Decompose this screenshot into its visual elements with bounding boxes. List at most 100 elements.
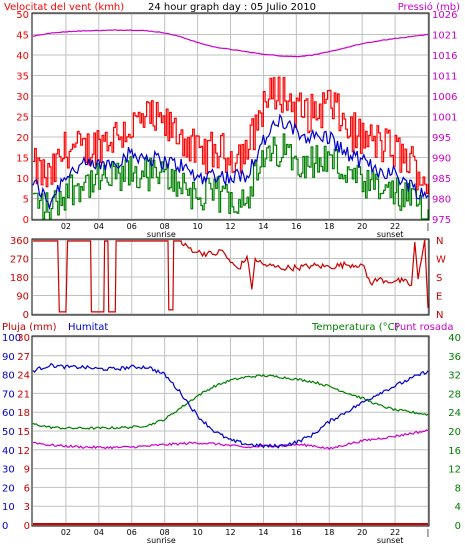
wind-y-tick-label: 25 [16,113,29,124]
temperature-y-tick-label: 40 [448,333,461,344]
climate-x-tick-label: 18 [324,528,334,537]
wind-y-tick-label: 5 [23,195,29,206]
wind-y-tick-label: 45 [16,31,29,42]
humidity-line [32,362,429,449]
pressure-y-tick-label: 985 [432,174,451,185]
wind-sun-annotation: sunrise [147,230,176,239]
dewpoint-line [32,429,429,451]
climate-sun-annotation: sunrise [147,536,176,545]
wind-y-tick-label: 0 [23,215,29,226]
rain-humidity-temperature-panel: Pluja (mm) Humitat Temperatura (°C)Punt ro… [2,322,461,545]
humidity-y-tick-label: 70 [2,389,15,400]
wind-x-tick-label: 22 [390,222,400,231]
humidity-y-tick-label: 80 [2,371,15,382]
direction-compass-label: N [436,310,443,321]
pressure-axis-title: Pressió (mb) [398,1,460,13]
humidity-y-tick-label: 50 [2,427,15,438]
rain-y-tick-label: 18 [17,408,30,419]
pressure-y-tick-label: 1016 [432,51,457,62]
wind-x-tick-label: 20 [357,222,367,231]
wind-y-tick-label: 50 [16,10,29,21]
wind-direction-line [33,239,429,313]
wind-y-tick-label: 35 [16,72,29,83]
climate-x-tick-label: 02 [61,528,71,537]
pressure-y-tick-label: 1011 [432,72,457,83]
climate-x-tick-label: 04 [94,528,104,537]
wind-x-tick-label: 06 [127,222,137,231]
rain-y-tick-label: 27 [17,352,30,363]
wind-y-tick-label: 40 [16,51,29,62]
humidity-y-tick-label: 0 [2,521,8,532]
dewpoint-axis-title: Punt rosada [394,322,453,333]
rain-y-tick-label: 24 [17,371,30,382]
rain-y-tick-label: 15 [17,427,30,438]
direction-compass-label: N [436,236,443,247]
rain-y-tick-label: 3 [24,502,30,513]
pressure-y-tick-label: 980 [432,195,451,206]
temperature-y-tick-label: 8 [455,483,461,494]
rain-y-tick-label: 21 [17,389,30,400]
direction-y-tick-label: 90 [16,292,29,303]
pressure-y-tick-label: 1001 [432,113,457,124]
wind-x-tick-label: 04 [94,222,104,231]
pressure-y-tick-label: 1021 [432,31,457,42]
wind-y-tick-label: 20 [16,133,29,144]
direction-y-tick-label: 180 [10,273,29,284]
wind-sun-annotation: sunset [377,230,404,239]
climate-x-tick-label: 10 [192,528,202,537]
wind-lull-line [33,133,429,220]
wind-x-tick-label: 18 [324,222,334,231]
temperature-y-tick-label: 24 [448,408,461,419]
pressure-y-tick-label: 990 [432,154,451,165]
climate-x-tick-label: | [427,528,430,537]
direction-y-tick-label: 0 [23,310,29,321]
temperature-y-tick-label: 16 [448,446,461,457]
climate-x-tick-label: 12 [225,528,235,537]
direction-y-tick-label: 270 [10,255,29,266]
wind-x-tick-label: 02 [61,222,71,231]
rain-y-tick-label: 9 [24,465,30,476]
temperature-y-tick-label: 0 [455,521,461,532]
humidity-y-tick-label: 30 [2,465,15,476]
climate-x-tick-label: 08 [160,528,170,537]
wind-x-tick-label: 14 [258,222,268,231]
humidity-y-tick-label: 60 [2,408,15,419]
pressure-line [32,29,429,58]
rain-y-tick-label: 6 [24,483,30,494]
climate-x-tick-label: 22 [390,528,400,537]
climate-x-tick-label: 06 [127,528,137,537]
wind-axis-title: Velocitat del vent (kmh) [4,2,124,13]
direction-compass-label: W [436,255,446,266]
temperature-line [32,373,429,431]
temperature-y-tick-label: 28 [448,389,461,400]
wind-y-tick-label: 30 [16,92,29,103]
wind-x-tick-label: 10 [192,222,202,231]
temperature-y-tick-label: 12 [448,465,461,476]
climate-x-tick-label: 16 [291,528,301,537]
temperature-axis-title: Temperatura (°C) [311,322,399,333]
rain-y-tick-label: 0 [24,521,30,532]
temperature-y-tick-label: 4 [455,502,461,513]
rain-y-tick-label: 12 [17,446,30,457]
direction-compass-label: S [436,273,442,284]
pressure-y-tick-label: 995 [432,133,451,144]
wind-y-tick-label: 15 [16,154,29,165]
humidity-axis-title: Humitat [68,322,108,333]
direction-y-tick-label: 360 [10,236,29,247]
wind-x-tick-label: | [427,222,430,231]
wind-x-tick-label: 16 [291,222,301,231]
wind-average-line [32,113,429,211]
pressure-y-tick-label: 1006 [432,92,457,103]
wind-pressure-panel: Velocitat del vent (kmh) 24 hour graph da… [4,1,460,239]
humidity-y-tick-label: 20 [2,483,15,494]
climate-sun-annotation: sunset [377,536,404,545]
temperature-y-tick-label: 36 [448,352,461,363]
climate-x-tick-label: 14 [258,528,268,537]
rain-y-tick-label: 30 [17,333,30,344]
climate-x-tick-label: 20 [357,528,367,537]
pressure-y-tick-label: 1026 [432,10,457,21]
rain-axis-title: Pluja (mm) [2,322,57,333]
wind-gust-line [33,76,429,194]
humidity-y-tick-label: 100 [2,333,21,344]
